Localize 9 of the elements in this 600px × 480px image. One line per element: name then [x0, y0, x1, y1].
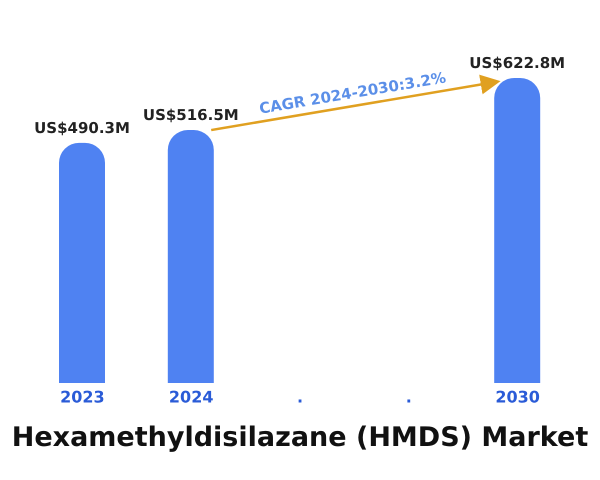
x-tick-label: 2024	[168, 387, 214, 406]
data-label: US$516.5M	[142, 106, 239, 124]
x-tick-label: .	[296, 387, 304, 406]
text: Hexamethyldisilazane (HMDS) Market	[10, 422, 590, 453]
x-tick-label: 2030	[495, 387, 540, 406]
data-label: US$490.3M	[34, 118, 130, 137]
x-tick-label: 2023	[60, 387, 105, 406]
x-tick-label: .	[406, 387, 412, 406]
data-label: US$622.8M	[469, 54, 566, 72]
